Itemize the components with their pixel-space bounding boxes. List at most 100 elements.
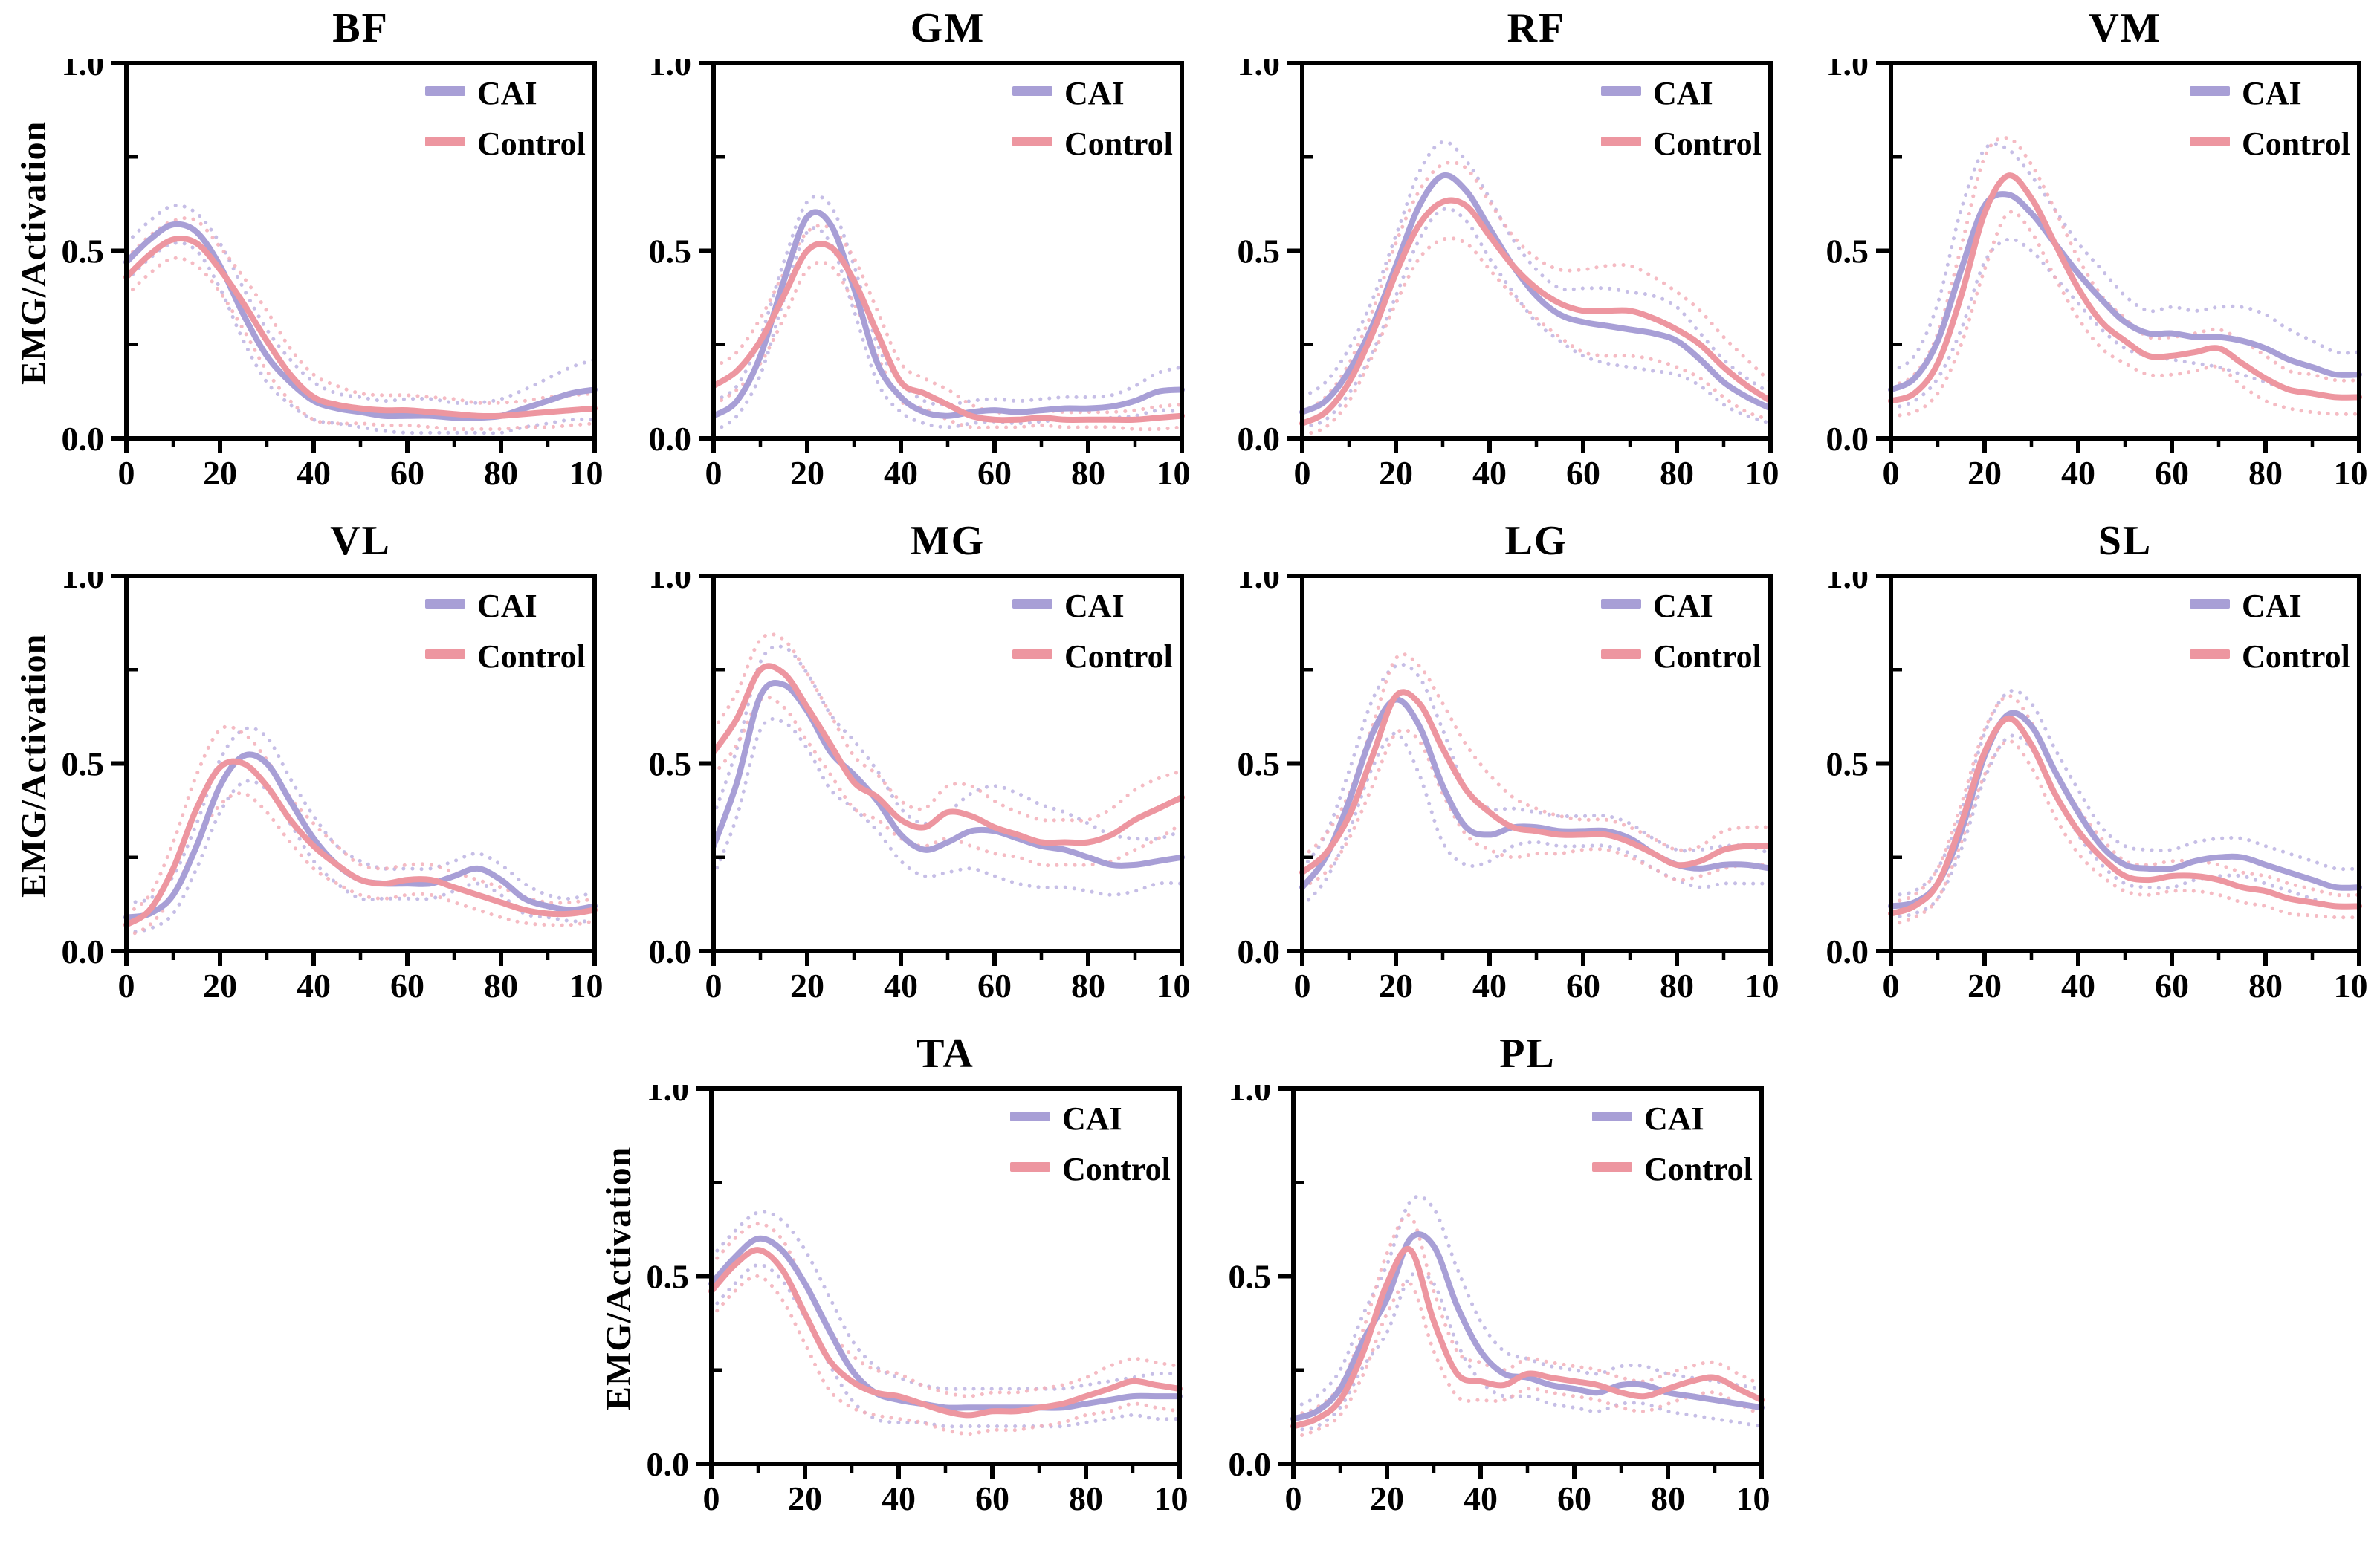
x-tick-label: 80: [484, 967, 518, 1005]
chart-series-group: [711, 194, 1185, 433]
legend-label-control: Control: [1653, 638, 1762, 675]
chart-title: VM: [2089, 5, 2161, 51]
cai-lower-band-line: [1300, 731, 1773, 908]
chart-title: PL: [1499, 1031, 1556, 1077]
control-lower-band-line: [1889, 210, 2361, 418]
cai-mean-line: [1299, 696, 1773, 891]
x-tick-label: 0: [703, 1479, 720, 1517]
chart-panel-BF: BF 0 20 40 60 80 100 0.0 0.5 1.0 CAI Control: [7, 0, 603, 513]
cai-upper-band-line: [124, 204, 597, 406]
legend: CAI Control: [1592, 1100, 1753, 1187]
x-tick-label: 20: [1370, 1479, 1404, 1517]
x-tick-label: 80: [1071, 454, 1105, 492]
x-tick-label: 20: [203, 454, 237, 492]
x-tick-label: 100: [1157, 454, 1190, 492]
legend-label-cai: CAI: [1064, 75, 1125, 111]
legend-label-cai: CAI: [1653, 588, 1713, 624]
x-tick-label: 80: [484, 454, 518, 492]
chart-canvas-PL: 0 20 40 60 80 100 0.0 0.5 1.0 CAI Control: [1229, 1085, 1770, 1517]
x-tick-label: 20: [788, 1479, 822, 1517]
legend-label-cai: CAI: [477, 588, 537, 624]
chart-title: SL: [2098, 518, 2153, 564]
chart-canvas-MG: 0 20 40 60 80 100 0.0 0.5 1.0 CAI Control: [649, 572, 1190, 1005]
x-tick-label: 100: [1154, 1479, 1188, 1517]
legend-label-control: Control: [477, 638, 586, 675]
control-lower-band-line: [1300, 727, 1773, 889]
x-tick-label: 60: [1566, 454, 1600, 492]
y-tick-label: 0.0: [62, 933, 105, 970]
x-tick-label: 0: [705, 454, 722, 492]
cai-mean-line: [708, 1235, 1183, 1411]
x-tick-label: 80: [1660, 967, 1694, 1005]
y-tick-label: 1.0: [1826, 572, 1869, 595]
x-tick-label: 40: [884, 967, 918, 1005]
chart-row-1: EMG/ActivationBF0204060801000.00.51.0CAI…: [0, 0, 2380, 513]
legend-label-control: Control: [2242, 126, 2350, 162]
y-tick-label: 0.0: [1826, 420, 1869, 458]
x-tick-label: 60: [977, 454, 1012, 492]
legend-label-control: Control: [1644, 1151, 1753, 1187]
x-tick-label: 0: [1285, 1479, 1302, 1517]
x-tick-label: 40: [1472, 454, 1507, 492]
x-tick-label: 40: [1472, 967, 1507, 1005]
legend-label-cai: CAI: [477, 75, 537, 111]
x-tick-label: 80: [2248, 967, 2283, 1005]
x-tick-label: 80: [1071, 967, 1105, 1005]
plot-frame: [124, 61, 597, 441]
control-mean-line: [1888, 172, 2362, 404]
y-tick-label: 0.5: [647, 1258, 690, 1296]
legend-swatch-control: [1601, 137, 1641, 146]
legend-label-control: Control: [1062, 1151, 1171, 1187]
x-tick-label: 100: [2334, 454, 2367, 492]
cai-lower-band-line: [124, 241, 597, 435]
x-tick-label: 100: [569, 967, 603, 1005]
legend-swatch-control: [2190, 137, 2230, 146]
x-tick-label: 60: [1557, 1479, 1591, 1517]
legend: CAI Control: [1012, 588, 1173, 675]
control-upper-band-line: [1300, 652, 1773, 860]
y-tick-label: 0.5: [1238, 745, 1281, 783]
y-tick-label: 0.0: [1238, 420, 1281, 458]
chart-series-group: [1888, 688, 2362, 927]
chart-title: LG: [1504, 518, 1568, 564]
y-tick-label: 0.0: [649, 933, 692, 970]
x-tick-label: 60: [390, 967, 424, 1005]
y-tick-label: 0.5: [62, 745, 105, 783]
y-tick-label: 0.5: [62, 233, 105, 270]
legend-label-control: Control: [1653, 126, 1762, 162]
x-tick-label: 60: [2155, 967, 2189, 1005]
control-lower-band-line: [124, 791, 597, 938]
plot-frame: [1291, 1086, 1764, 1466]
chart-canvas-RF: 0 20 40 60 80 100 0.0 0.5 1.0 CAI Control: [1238, 59, 1779, 492]
cai-upper-band-line: [1291, 1194, 1764, 1410]
legend: CAI Control: [2190, 588, 2350, 675]
x-tick-label: 40: [2061, 454, 2095, 492]
chart-series-group: [1299, 652, 1773, 908]
x-tick-label: 100: [1736, 1479, 1770, 1517]
x-tick-label: 100: [1745, 967, 1779, 1005]
cai-lower-band-line: [1300, 207, 1773, 429]
x-tick-label: 100: [1745, 454, 1779, 492]
legend-label-cai: CAI: [1644, 1100, 1704, 1137]
x-tick-label: 20: [203, 967, 237, 1005]
y-tick-label: 0.0: [647, 1445, 690, 1483]
chart-panel-GM: GM 0 20 40 60 80 100 0.0 0.5 1.0 CAI Control: [595, 0, 1190, 513]
x-tick-label: 20: [1379, 967, 1413, 1005]
cai-mean-line: [1290, 1231, 1765, 1422]
chart-row-2: EMG/ActivationVL0204060801000.00.51.0CAI…: [0, 513, 2380, 1025]
x-tick-label: 20: [790, 967, 824, 1005]
y-tick-label: 0.0: [649, 420, 692, 458]
y-tick-label: 1.0: [1238, 572, 1281, 595]
x-tick-label: 80: [2248, 454, 2283, 492]
chart-series-group: [708, 1210, 1183, 1436]
x-tick-label: 20: [1967, 454, 2002, 492]
chart-canvas-GM: 0 20 40 60 80 100 0.0 0.5 1.0 CAI Control: [649, 59, 1190, 492]
legend-label-control: Control: [2242, 638, 2350, 675]
chart-title: GM: [910, 5, 986, 51]
x-tick-label: 40: [1464, 1479, 1498, 1517]
chart-panel-RF: RF 0 20 40 60 80 100 0.0 0.5 1.0 CAI Control: [1183, 0, 1779, 513]
cai-mean-line: [123, 221, 598, 421]
y-tick-label: 1.0: [1826, 59, 1869, 82]
chart-canvas-TA: 0 20 40 60 80 100 0.0 0.5 1.0 CAI Control: [647, 1085, 1188, 1517]
y-tick-label: 1.0: [62, 572, 105, 595]
